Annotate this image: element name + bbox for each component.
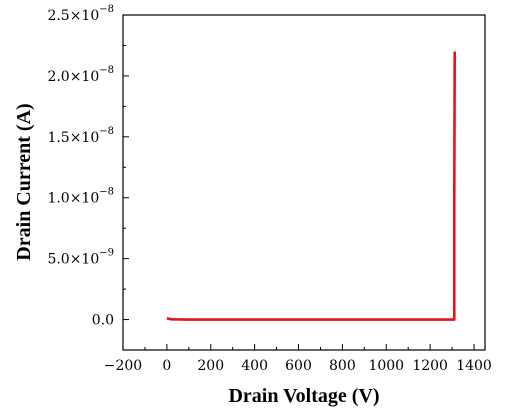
- y-tick-label: 0.0: [92, 313, 114, 329]
- y-tick-label: 1.0×10−8: [47, 187, 114, 207]
- x-tick-label: 600: [285, 358, 312, 374]
- y-tick-label: 1.5×10−8: [47, 126, 114, 146]
- y-tick-label: 2.0×10−8: [47, 65, 114, 85]
- x-tick-label: −200: [104, 358, 142, 374]
- y-axis-ticks: 0.0 5.0×10−9 1.0×10−8 1.5×10−8 2.0×10−8 2.5×1…: [47, 4, 129, 329]
- y-tick-label: 5.0×10−9: [47, 248, 114, 268]
- x-tick-label: 200: [197, 358, 224, 374]
- y-axis-title: Drain Current (A): [13, 103, 35, 260]
- x-tick-label: 1400: [456, 358, 492, 374]
- x-tick-label: 1000: [368, 358, 404, 374]
- plot-area-frame: [122, 14, 486, 351]
- x-tick-label: 1200: [412, 358, 448, 374]
- x-tick-label: 0: [162, 358, 171, 374]
- x-tick-label: 800: [329, 358, 356, 374]
- x-tick-label: 400: [241, 358, 268, 374]
- series-layer: [166, 51, 457, 321]
- x-axis-ticks: −200 0 200 400 600 800 1000 1200 1400: [104, 344, 492, 374]
- x-axis-title: Drain Voltage (V): [228, 385, 379, 407]
- series-line-0: [166, 51, 457, 321]
- y-tick-label: 2.5×10−8: [47, 4, 114, 24]
